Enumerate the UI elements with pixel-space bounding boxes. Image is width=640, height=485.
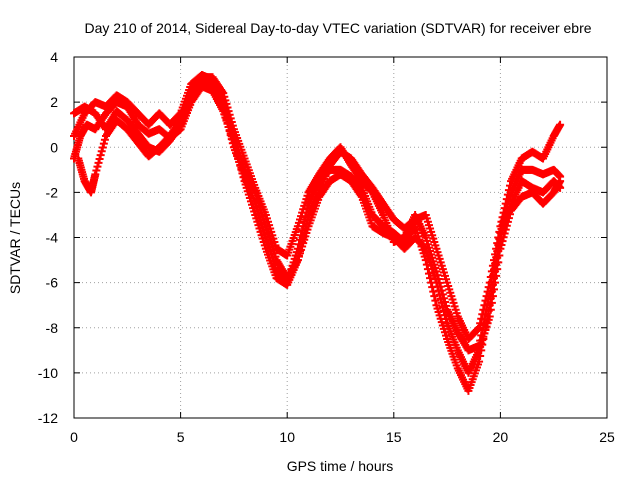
data-point xyxy=(434,286,443,295)
y-tick-label: -12 xyxy=(38,410,58,426)
data-point xyxy=(495,251,504,260)
data-point xyxy=(92,166,101,175)
data-point xyxy=(494,258,503,267)
series-track-4 xyxy=(70,82,565,377)
data-point xyxy=(502,221,511,230)
data-point xyxy=(218,87,227,96)
data-point xyxy=(496,244,505,253)
data-point xyxy=(490,285,499,294)
data-series xyxy=(70,71,565,395)
data-point xyxy=(94,158,103,167)
data-point xyxy=(91,170,100,179)
data-point xyxy=(505,192,514,201)
data-point xyxy=(236,161,245,170)
data-point xyxy=(499,233,508,242)
y-tick-label: -10 xyxy=(38,365,58,381)
data-point xyxy=(97,147,106,156)
data-point xyxy=(230,142,239,151)
data-point xyxy=(503,217,512,226)
data-point xyxy=(99,139,108,148)
data-point xyxy=(96,151,105,160)
data-point xyxy=(488,292,497,301)
data-point xyxy=(556,120,565,129)
data-point xyxy=(229,138,238,147)
data-point xyxy=(503,200,512,209)
data-point xyxy=(498,237,507,246)
x-tick-label: 0 xyxy=(70,429,78,445)
data-point xyxy=(98,143,107,152)
y-tick-label: -6 xyxy=(46,275,59,291)
x-axis-label: GPS time / hours xyxy=(287,458,394,474)
data-point xyxy=(438,302,447,311)
data-point xyxy=(234,154,243,163)
data-point xyxy=(487,298,496,307)
y-tick-label: -2 xyxy=(46,184,59,200)
x-tick-label: 5 xyxy=(177,429,185,445)
data-point xyxy=(235,157,244,166)
data-point xyxy=(474,324,483,333)
x-axis-ticks: 0 5 10 15 20 25 xyxy=(70,57,615,445)
data-point xyxy=(356,191,365,200)
chart-title: Day 210 of 2014, Sidereal Day-to-day VTE… xyxy=(84,20,591,36)
data-point xyxy=(485,312,494,321)
data-point xyxy=(493,265,502,274)
data-point xyxy=(436,294,445,303)
data-point xyxy=(232,146,241,155)
x-tick-label: 20 xyxy=(493,429,509,445)
data-point xyxy=(486,305,495,314)
data-point xyxy=(432,278,441,287)
data-point xyxy=(426,274,435,283)
data-point xyxy=(483,300,492,309)
plot-frame xyxy=(73,56,608,419)
data-point xyxy=(500,229,509,238)
data-point xyxy=(499,216,508,225)
y-tick-label: 4 xyxy=(50,49,58,65)
y-tick-label: 2 xyxy=(50,94,58,110)
data-point xyxy=(430,292,439,301)
data-point xyxy=(437,298,446,307)
data-point xyxy=(501,225,510,234)
data-point xyxy=(439,307,448,316)
data-point xyxy=(233,150,242,159)
grid-lines xyxy=(74,57,607,418)
y-tick-label: -8 xyxy=(46,320,59,336)
data-point xyxy=(491,278,500,287)
data-point xyxy=(501,208,510,217)
data-point xyxy=(239,173,248,182)
data-point xyxy=(424,269,433,278)
y-tick-label: -4 xyxy=(46,230,59,246)
data-point xyxy=(492,271,501,280)
y-tick-label: 0 xyxy=(50,139,58,155)
data-point xyxy=(431,296,440,305)
data-point xyxy=(100,135,109,144)
data-point xyxy=(556,177,565,186)
x-tick-label: 10 xyxy=(279,429,295,445)
data-point xyxy=(433,282,442,291)
data-point xyxy=(435,290,444,299)
data-point xyxy=(93,162,102,171)
x-tick-label: 25 xyxy=(599,429,615,445)
data-point xyxy=(95,154,104,163)
series-track-3 xyxy=(74,73,565,355)
y-axis-ticks: -12 -10 -8 -6 -4 -2 0 2 4 xyxy=(38,49,607,426)
data-point xyxy=(504,214,513,223)
data-point xyxy=(505,210,514,219)
data-point xyxy=(420,243,429,252)
data-point xyxy=(440,311,449,320)
y-axis-label: SDTVAR / TECUs xyxy=(7,182,23,294)
data-point xyxy=(500,212,509,221)
data-point xyxy=(237,165,246,174)
data-point xyxy=(504,196,513,205)
x-tick-label: 15 xyxy=(386,429,402,445)
data-point xyxy=(497,240,506,249)
plot-border xyxy=(73,56,608,419)
data-point xyxy=(481,310,490,319)
data-point xyxy=(442,315,451,324)
data-point xyxy=(238,169,247,178)
